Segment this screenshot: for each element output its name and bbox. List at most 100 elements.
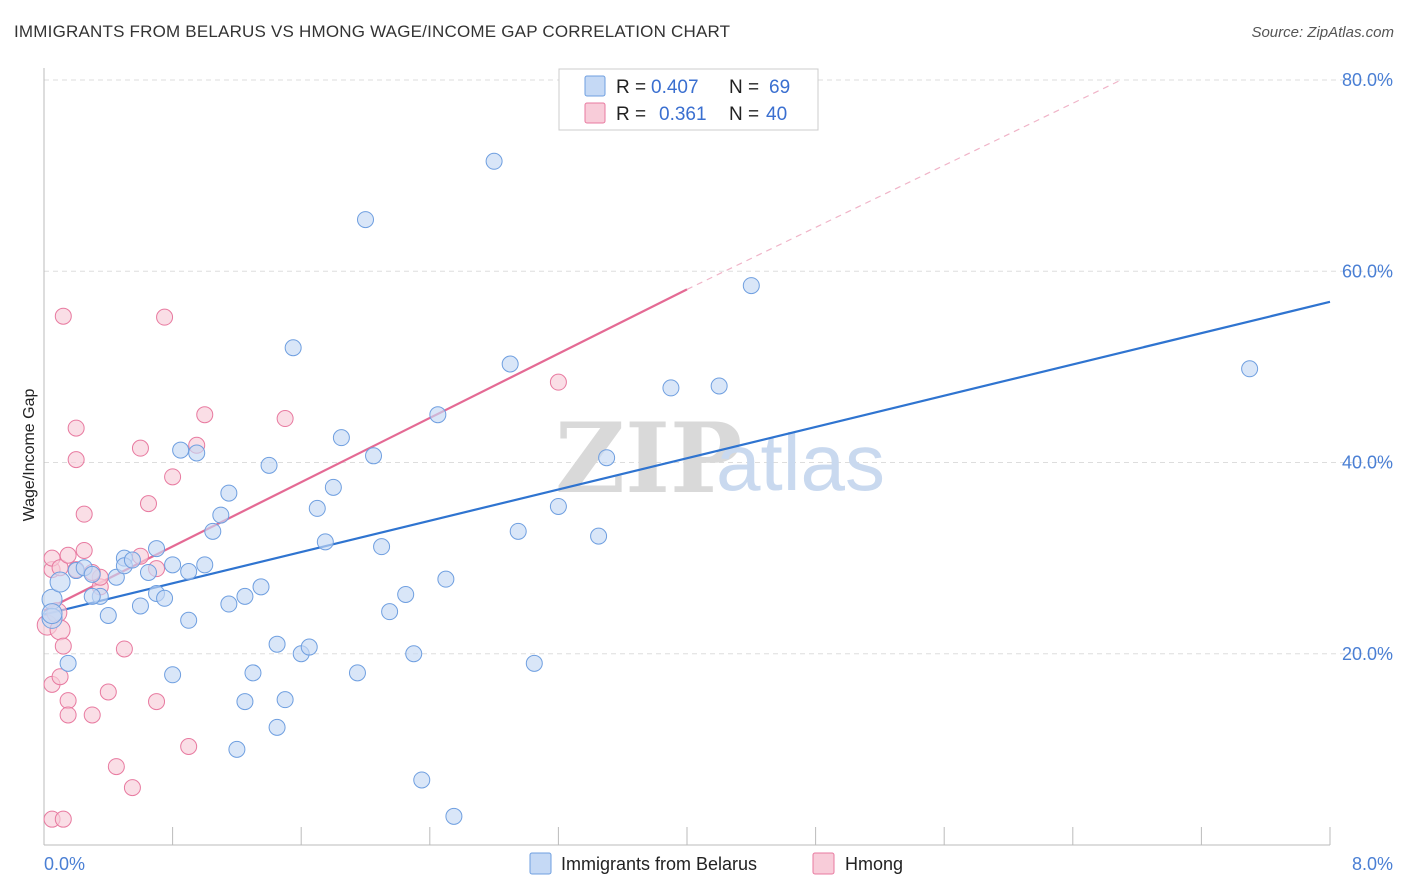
point-belarus (549, 497, 567, 515)
point-belarus (316, 533, 334, 551)
point-belarus (49, 571, 71, 593)
point-hmong (59, 546, 77, 564)
point-hmong (180, 738, 198, 756)
point-belarus (662, 379, 680, 397)
point-belarus (284, 339, 302, 357)
bottom-legend-label-belarus: Immigrants from Belarus (561, 854, 757, 874)
point-belarus (59, 654, 77, 672)
legend-swatch-hmong (584, 102, 606, 124)
legend-n-label: N = (729, 104, 759, 125)
watermark: ZIP atlas (555, 402, 885, 515)
y-axis-title: Wage/Income Gap (21, 389, 38, 522)
point-hmong (549, 373, 567, 391)
legend-box: R = 0.407 N = 69 R = 0.361 N = 40 (558, 68, 819, 131)
point-belarus (276, 691, 294, 709)
point-belarus (252, 578, 270, 596)
point-hmong (196, 406, 214, 424)
trend-line-hmong-extension (686, 79, 1122, 290)
grid-layer (44, 79, 1393, 655)
point-belarus (260, 456, 278, 474)
point-belarus (365, 447, 383, 465)
point-hmong (75, 541, 93, 559)
legend-n-value: 69 (769, 77, 790, 98)
point-belarus (99, 607, 117, 624)
point-hmong (54, 810, 72, 828)
y-tick-label: 80.0% (1342, 70, 1393, 90)
point-hmong (276, 410, 294, 428)
point-belarus (381, 603, 399, 621)
point-belarus (324, 478, 342, 496)
legend-n-value: 40 (766, 104, 787, 125)
point-belarus (180, 563, 198, 581)
point-belarus (139, 563, 157, 581)
point-belarus (204, 522, 222, 540)
point-hmong (99, 683, 117, 701)
legend-swatch-belarus (584, 75, 606, 97)
point-hmong (67, 419, 85, 437)
point-belarus (308, 499, 326, 517)
bottom-legend-label-hmong: Hmong (845, 854, 903, 874)
point-belarus (236, 693, 254, 711)
point-belarus (220, 484, 238, 502)
point-hmong (156, 308, 174, 326)
point-hmong (107, 758, 125, 776)
y-tick-label: 40.0% (1342, 453, 1393, 473)
point-belarus (83, 565, 101, 583)
point-belarus (41, 603, 63, 625)
point-hmong (54, 637, 72, 655)
watermark-atlas: atlas (716, 418, 885, 507)
point-belarus (244, 664, 262, 682)
point-belarus (509, 522, 527, 540)
point-belarus (180, 611, 198, 629)
point-hmong (59, 706, 77, 724)
point-hmong (54, 307, 72, 325)
legend-r-value: 0.361 (659, 104, 707, 125)
y-tick-label: 60.0% (1342, 261, 1393, 281)
point-hmong (75, 505, 93, 523)
legend-n-label: N = (729, 77, 759, 98)
point-belarus (228, 740, 246, 758)
point-hmong (83, 706, 101, 724)
point-belarus (590, 527, 608, 545)
point-belarus (485, 152, 503, 170)
point-belarus (300, 638, 318, 656)
point-belarus (348, 664, 366, 682)
point-belarus (501, 355, 519, 373)
point-hmong (123, 779, 141, 797)
point-belarus (445, 807, 463, 825)
watermark-zip: ZIP (555, 402, 742, 515)
point-belarus (148, 540, 166, 558)
points-layer (36, 152, 1259, 828)
point-belarus (710, 377, 728, 395)
bottom-legend-swatch-hmong (812, 852, 835, 875)
legend-r-label: R = (616, 77, 646, 98)
point-belarus (164, 666, 182, 684)
bottom-legend-swatch-belarus (529, 852, 552, 875)
point-hmong (148, 693, 166, 711)
chart-title: IMMIGRANTS FROM BELARUS VS HMONG WAGE/IN… (14, 22, 731, 41)
point-belarus (156, 589, 174, 607)
x-tick-label: 8.0% (1352, 854, 1393, 874)
point-belarus (413, 771, 431, 789)
y-tick-label: 20.0% (1342, 644, 1393, 664)
point-belarus (397, 585, 415, 603)
point-belarus (1241, 360, 1259, 378)
point-belarus (196, 556, 214, 574)
point-hmong (131, 439, 149, 457)
point-belarus (188, 444, 206, 462)
point-hmong (115, 640, 133, 658)
point-hmong (59, 692, 77, 710)
point-belarus (164, 556, 182, 574)
point-belarus (268, 718, 286, 736)
legend-r-label: R = (616, 104, 646, 125)
point-belarus (742, 277, 760, 295)
x-tick-label: 0.0% (44, 854, 85, 874)
point-belarus (83, 587, 101, 605)
point-belarus (357, 211, 374, 229)
bottom-legend: Immigrants from Belarus Hmong (529, 852, 903, 875)
point-hmong (67, 451, 85, 469)
trend-line-belarus (43, 300, 1331, 616)
source-label: Source: ZipAtlas.com (1251, 24, 1394, 41)
point-hmong (139, 495, 157, 513)
